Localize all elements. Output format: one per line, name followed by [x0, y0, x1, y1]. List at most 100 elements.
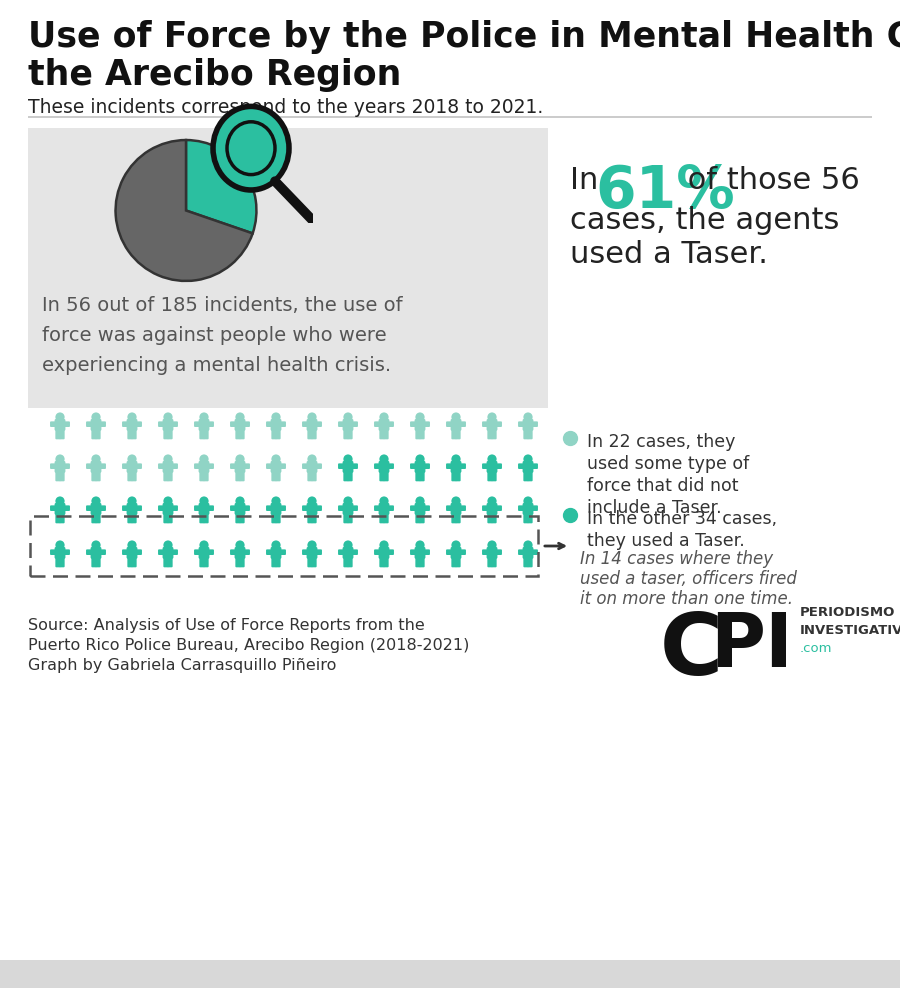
FancyBboxPatch shape: [56, 471, 60, 481]
FancyBboxPatch shape: [230, 549, 237, 555]
Circle shape: [452, 412, 461, 422]
FancyBboxPatch shape: [207, 421, 214, 427]
Text: Use of Force by the Police in Mental Health Cases in: Use of Force by the Police in Mental Hea…: [28, 20, 900, 54]
Circle shape: [164, 412, 173, 422]
FancyBboxPatch shape: [63, 421, 70, 427]
FancyBboxPatch shape: [275, 429, 281, 440]
FancyBboxPatch shape: [59, 471, 65, 481]
Circle shape: [416, 540, 425, 549]
Circle shape: [56, 412, 65, 422]
FancyBboxPatch shape: [167, 557, 173, 567]
Circle shape: [380, 496, 389, 506]
FancyBboxPatch shape: [235, 460, 246, 473]
FancyBboxPatch shape: [415, 503, 426, 515]
FancyBboxPatch shape: [164, 557, 168, 567]
FancyBboxPatch shape: [28, 128, 548, 408]
FancyBboxPatch shape: [482, 505, 489, 511]
FancyBboxPatch shape: [50, 421, 57, 427]
FancyBboxPatch shape: [236, 471, 240, 481]
FancyBboxPatch shape: [446, 463, 453, 469]
Circle shape: [380, 454, 389, 463]
Wedge shape: [115, 140, 253, 281]
Text: In 56 out of 185 incidents, the use of: In 56 out of 185 incidents, the use of: [42, 296, 402, 315]
FancyBboxPatch shape: [91, 547, 102, 559]
FancyBboxPatch shape: [203, 557, 209, 567]
FancyBboxPatch shape: [302, 421, 309, 427]
FancyBboxPatch shape: [271, 419, 282, 431]
FancyBboxPatch shape: [459, 421, 466, 427]
Circle shape: [92, 496, 101, 506]
FancyBboxPatch shape: [279, 463, 286, 469]
FancyBboxPatch shape: [131, 557, 137, 567]
FancyBboxPatch shape: [419, 513, 425, 524]
FancyBboxPatch shape: [351, 463, 358, 469]
FancyBboxPatch shape: [491, 429, 497, 440]
FancyBboxPatch shape: [311, 513, 317, 524]
FancyBboxPatch shape: [495, 421, 502, 427]
FancyBboxPatch shape: [482, 421, 489, 427]
FancyBboxPatch shape: [415, 547, 426, 559]
FancyBboxPatch shape: [419, 471, 425, 481]
FancyBboxPatch shape: [271, 503, 282, 515]
FancyBboxPatch shape: [383, 429, 389, 440]
FancyBboxPatch shape: [230, 421, 237, 427]
FancyBboxPatch shape: [167, 429, 173, 440]
FancyBboxPatch shape: [203, 429, 209, 440]
Circle shape: [380, 412, 389, 422]
Circle shape: [416, 454, 425, 463]
FancyBboxPatch shape: [128, 557, 132, 567]
Text: In 22 cases, they: In 22 cases, they: [587, 433, 735, 451]
Text: In the other 34 cases,: In the other 34 cases,: [587, 510, 777, 528]
FancyBboxPatch shape: [122, 549, 129, 555]
FancyBboxPatch shape: [63, 505, 70, 511]
FancyBboxPatch shape: [167, 471, 173, 481]
FancyBboxPatch shape: [235, 547, 246, 559]
FancyBboxPatch shape: [495, 463, 502, 469]
FancyBboxPatch shape: [239, 471, 245, 481]
FancyBboxPatch shape: [347, 429, 353, 440]
FancyBboxPatch shape: [135, 549, 142, 555]
Circle shape: [200, 454, 209, 463]
Text: include a Taser.: include a Taser.: [587, 499, 722, 517]
Circle shape: [92, 540, 101, 549]
FancyBboxPatch shape: [236, 557, 240, 567]
FancyBboxPatch shape: [527, 429, 533, 440]
Circle shape: [92, 454, 101, 463]
FancyBboxPatch shape: [171, 505, 178, 511]
Circle shape: [308, 412, 317, 422]
FancyBboxPatch shape: [383, 557, 389, 567]
Circle shape: [236, 540, 245, 549]
Circle shape: [56, 496, 65, 506]
FancyBboxPatch shape: [56, 513, 60, 524]
FancyBboxPatch shape: [446, 549, 453, 555]
FancyBboxPatch shape: [423, 505, 430, 511]
FancyBboxPatch shape: [338, 421, 345, 427]
FancyBboxPatch shape: [482, 549, 489, 555]
FancyBboxPatch shape: [374, 549, 381, 555]
FancyBboxPatch shape: [135, 421, 142, 427]
FancyBboxPatch shape: [311, 429, 317, 440]
Text: 61%: 61%: [595, 163, 734, 220]
FancyBboxPatch shape: [95, 471, 101, 481]
FancyBboxPatch shape: [379, 460, 390, 473]
FancyBboxPatch shape: [347, 557, 353, 567]
FancyBboxPatch shape: [239, 429, 245, 440]
FancyBboxPatch shape: [50, 463, 57, 469]
FancyBboxPatch shape: [271, 547, 282, 559]
Text: it on more than one time.: it on more than one time.: [580, 590, 793, 608]
FancyBboxPatch shape: [91, 419, 102, 431]
FancyBboxPatch shape: [275, 513, 281, 524]
Text: PERIODISMO: PERIODISMO: [800, 606, 896, 619]
FancyBboxPatch shape: [343, 547, 354, 559]
FancyBboxPatch shape: [95, 429, 101, 440]
Circle shape: [488, 454, 497, 463]
Text: used a Taser.: used a Taser.: [570, 240, 768, 269]
FancyBboxPatch shape: [455, 513, 461, 524]
FancyBboxPatch shape: [158, 421, 165, 427]
FancyBboxPatch shape: [194, 463, 201, 469]
Circle shape: [56, 540, 65, 549]
Circle shape: [524, 496, 533, 506]
FancyBboxPatch shape: [243, 505, 250, 511]
Text: used a taser, officers fired: used a taser, officers fired: [580, 570, 796, 588]
Circle shape: [200, 412, 209, 422]
